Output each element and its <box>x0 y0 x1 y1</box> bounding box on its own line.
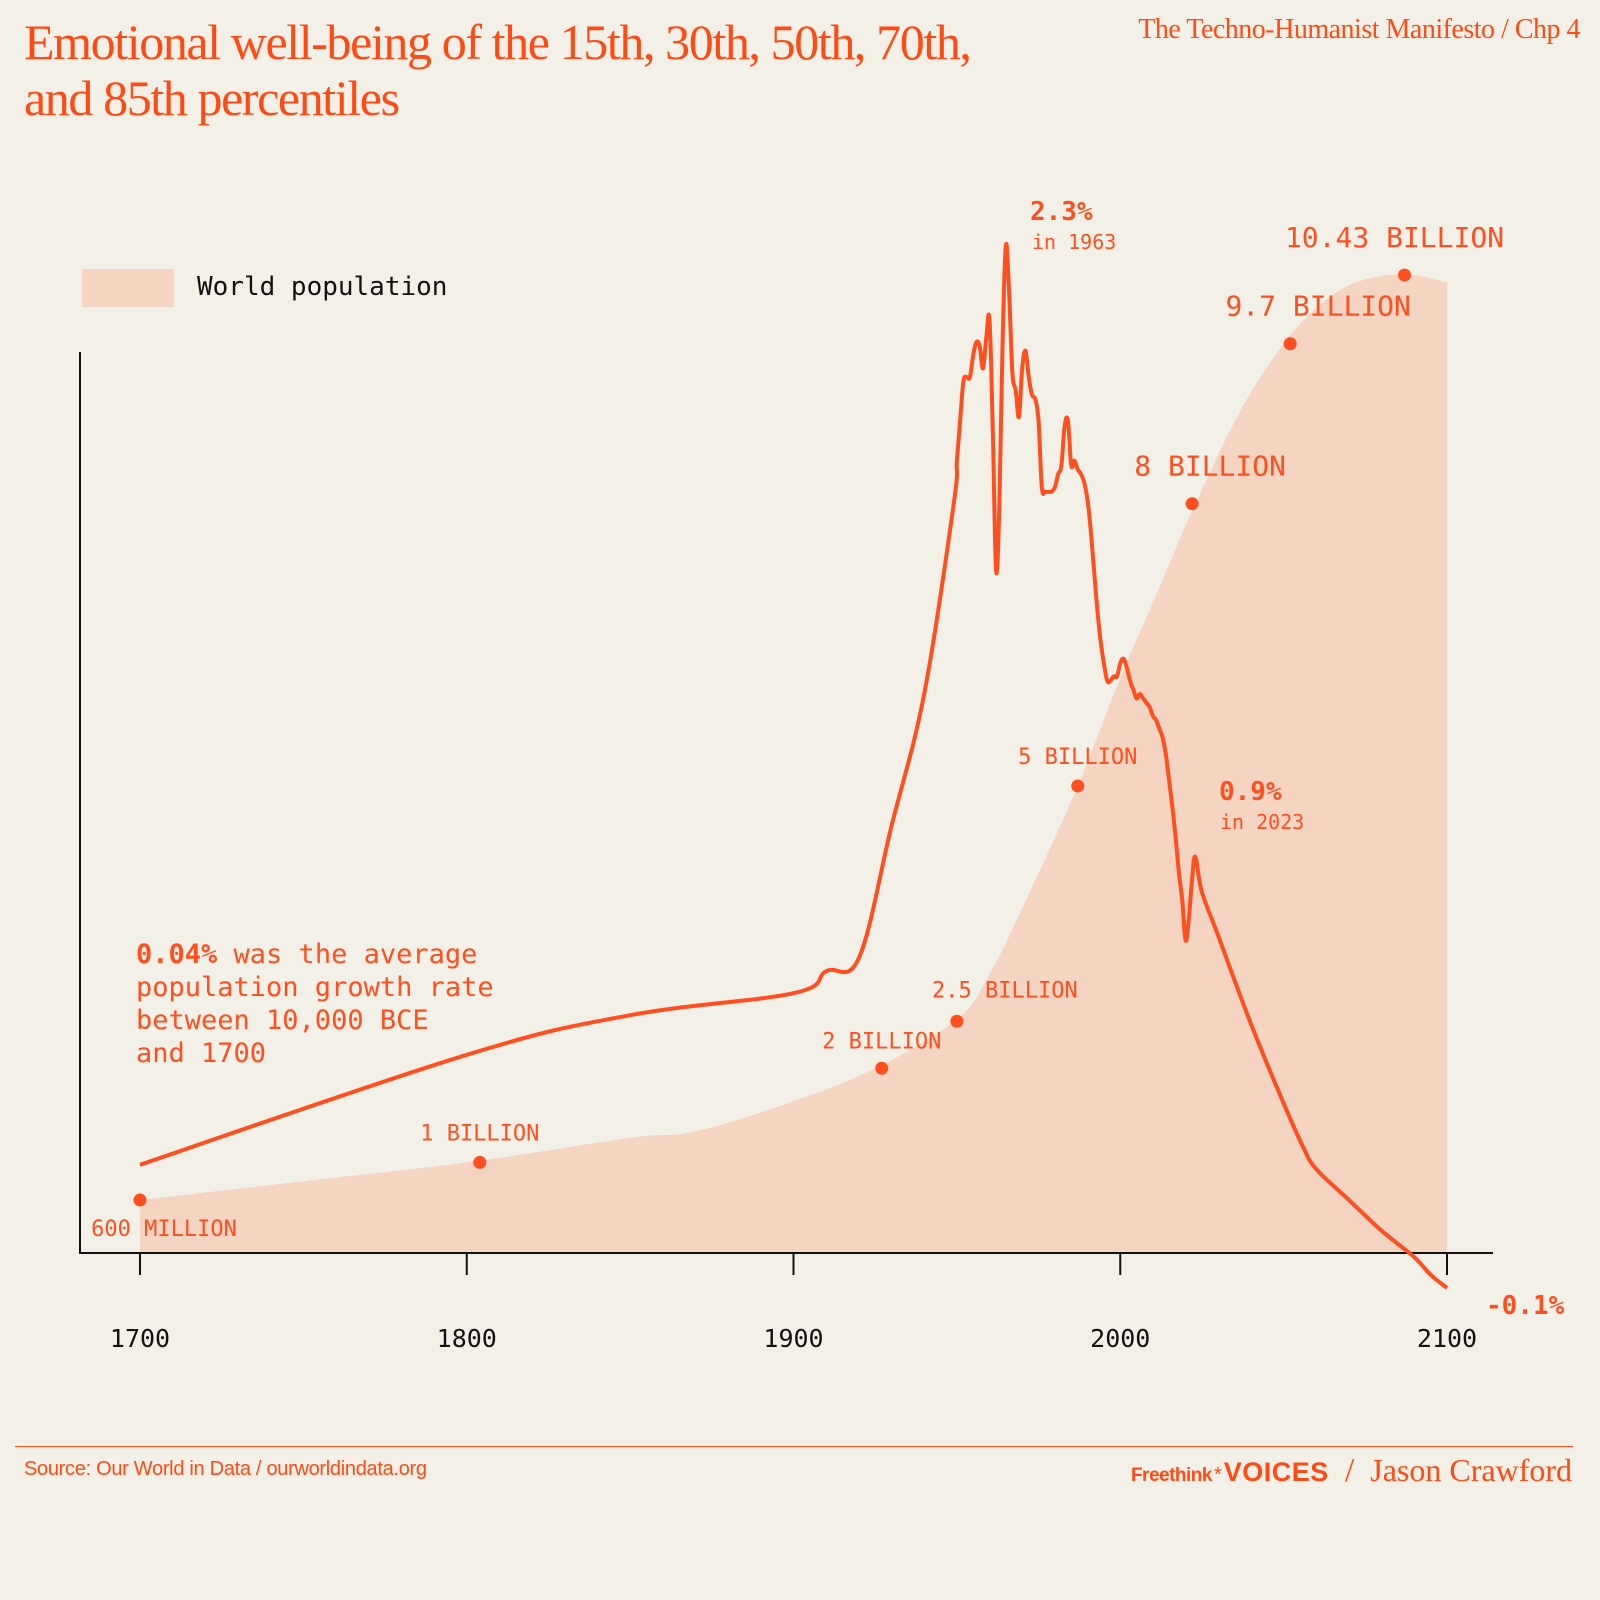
x-tick-label: 1900 <box>763 1324 823 1353</box>
author-name: Jason Crawford <box>1370 1452 1572 1488</box>
legend-swatch-population <box>82 269 174 307</box>
population-marker-dot <box>473 1155 487 1169</box>
population-area-layer <box>140 274 1447 1253</box>
legend: World population <box>82 269 447 307</box>
x-tick-label: 2100 <box>1417 1324 1477 1353</box>
population-marker-dot <box>875 1061 889 1075</box>
population-marker-dot <box>950 1014 964 1028</box>
projected-rate-value: -0.1% <box>1486 1291 1565 1321</box>
population-marker-dot <box>1398 268 1412 282</box>
x-tick-label: 2000 <box>1090 1324 1150 1353</box>
peak-rate-value: 2.3% <box>1030 197 1093 227</box>
chart-title: Emotional well-being of the 15th, 30th, … <box>24 14 972 126</box>
x-tick-label: 1700 <box>110 1324 170 1353</box>
legend-label-population: World population <box>197 272 447 302</box>
population-marker-dot <box>1185 497 1199 511</box>
chart: 1700 1800 1900 2000 2100 600 MILLION 1 BILLIO… <box>79 197 1565 1353</box>
population-marker-label: 2.5 BILLION <box>932 978 1078 1003</box>
population-marker-label: 600 MILLION <box>91 1217 237 1242</box>
historical-rate-note-line: population growth rate <box>136 972 494 1003</box>
asterisk-icon: * <box>1213 1464 1222 1486</box>
annotations: 2.3% in 1963 0.9% in 2023 -0.1% 0.04% was the… <box>136 197 1565 1321</box>
series-title: The Techno-Humanist Manifesto / Chp 4 <box>1138 14 1580 45</box>
axes: 1700 1800 1900 2000 2100 <box>79 352 1493 1353</box>
population-marker-label: 8 BILLION <box>1134 450 1286 483</box>
population-marker-label: 5 BILLION <box>1018 745 1137 770</box>
peak-rate-year: in 1963 <box>1032 230 1116 254</box>
brand-credit: Freethink * VOICES / Jason Crawford <box>1131 1452 1572 1490</box>
population-marker-label: 1 BILLION <box>420 1121 539 1146</box>
population-marker-dot <box>1283 337 1297 351</box>
current-rate-value: 0.9% <box>1219 777 1282 807</box>
growth-rate-line <box>139 241 1449 1290</box>
historical-rate-note-line: and 1700 <box>136 1038 266 1069</box>
source-note: Source: Our World in Data / ourworldinda… <box>24 1458 427 1480</box>
population-marker-label: 9.7 BILLION <box>1225 290 1410 323</box>
growth-rate-line-layer <box>139 241 1449 1290</box>
population-marker-label: 2 BILLION <box>822 1029 941 1054</box>
footer-divider <box>15 1446 1573 1447</box>
population-area <box>140 274 1447 1253</box>
population-marker-label: 10.43 BILLION <box>1285 221 1504 254</box>
current-rate-year: in 2023 <box>1220 810 1304 834</box>
population-marker-dot <box>1071 779 1085 793</box>
population-marker-dot <box>133 1193 147 1207</box>
historical-rate-note-line: between 10,000 BCE <box>136 1005 429 1036</box>
historical-rate-value: 0.04% <box>136 939 218 970</box>
brand-separator: / <box>1344 1452 1355 1489</box>
brand-prefix: Freethink <box>1130 1465 1213 1486</box>
x-tick-label: 1800 <box>437 1324 497 1353</box>
historical-rate-note: 0.04% was the average population growth r… <box>136 939 494 1069</box>
brand-name: VOICES <box>1223 1457 1329 1487</box>
population-markers: 600 MILLION 1 BILLION 2 BILLION 2.5 BILLION… <box>91 221 1504 1242</box>
historical-rate-note-line: was the average <box>217 939 477 970</box>
